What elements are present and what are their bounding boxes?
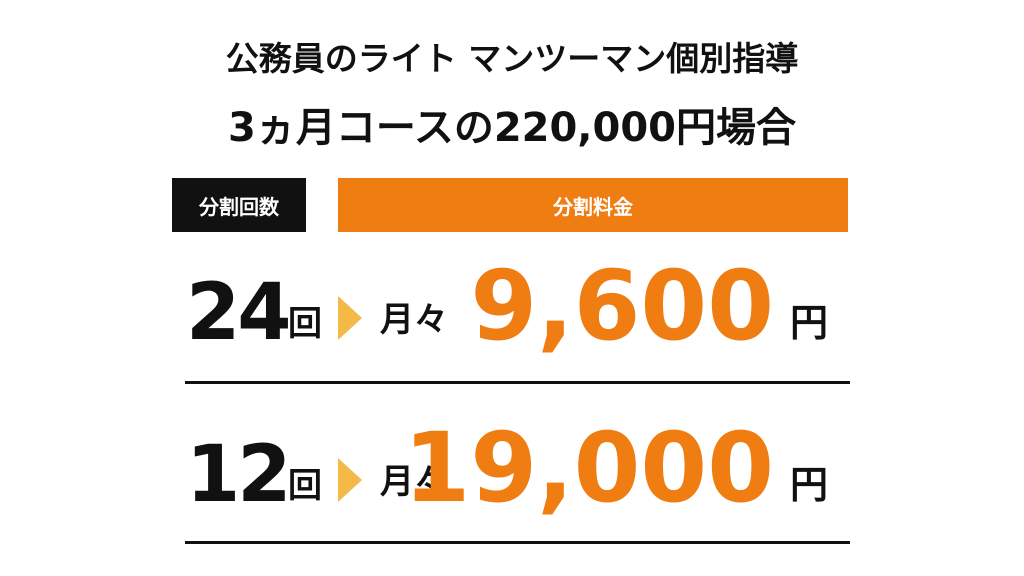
column-header: 分割料金 [338, 178, 848, 232]
title: 公務員のライト マンツーマン個別指導 [225, 39, 799, 78]
divider [185, 541, 850, 544]
arrow [338, 458, 362, 502]
amount: 19,000 [403, 412, 774, 524]
installment-count: 24 [186, 268, 292, 358]
monthly-label: 月々 [380, 300, 448, 340]
count-unit: 回 [288, 466, 322, 506]
subtitle: 3ヵ月コースの220,000円場合 [227, 105, 797, 151]
currency: 円 [790, 301, 829, 345]
count-unit: 回 [288, 304, 322, 344]
arrow [338, 296, 362, 340]
currency: 円 [790, 463, 829, 507]
amount: 9,600 [470, 250, 774, 362]
divider [185, 381, 850, 384]
column-header: 分割回数 [172, 178, 306, 232]
monthly-label: 月々 [380, 462, 448, 502]
installment-count: 12 [186, 430, 292, 520]
